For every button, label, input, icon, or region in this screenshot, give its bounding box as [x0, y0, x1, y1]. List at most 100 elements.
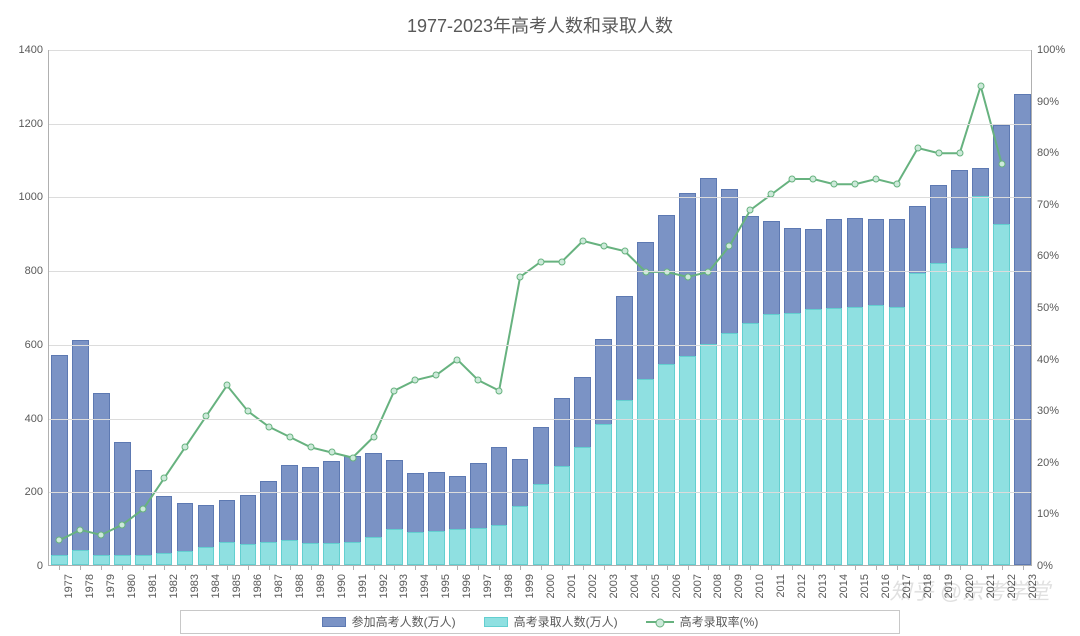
x-tick	[646, 565, 647, 570]
x-tick-label: 2017	[901, 574, 913, 598]
x-tick-label: 1983	[189, 574, 201, 598]
rate-marker	[349, 454, 356, 461]
x-tick-label: 2014	[838, 574, 850, 598]
x-tick-label: 1994	[419, 574, 431, 598]
gridline	[49, 197, 1031, 198]
x-tick-label: 1980	[126, 574, 138, 598]
x-tick-label: 1991	[357, 574, 369, 598]
x-tick-label: 2009	[733, 574, 745, 598]
y1-tick-label: 0	[3, 560, 43, 572]
x-tick	[813, 565, 814, 570]
x-tick-label: 2005	[650, 574, 662, 598]
x-tick	[143, 565, 144, 570]
rate-marker	[998, 160, 1005, 167]
rate-marker	[370, 434, 377, 441]
y1-tick-label: 1200	[3, 118, 43, 130]
x-tick-label: 1992	[378, 574, 390, 598]
x-tick-label: 2021	[985, 574, 997, 598]
legend-swatch-admitted	[484, 617, 508, 627]
y1-tick-label: 1400	[3, 44, 43, 56]
x-tick-label: 1979	[105, 574, 117, 598]
x-tick-label: 1990	[336, 574, 348, 598]
rate-marker	[810, 176, 817, 183]
legend-item-rate: 高考录取率(%)	[646, 613, 759, 630]
x-tick-label: 1985	[231, 574, 243, 598]
gridline	[49, 271, 1031, 272]
x-tick	[436, 565, 437, 570]
rate-marker	[286, 434, 293, 441]
rate-marker	[726, 243, 733, 250]
x-tick	[164, 565, 165, 570]
x-tick	[101, 565, 102, 570]
rate-marker	[517, 274, 524, 281]
x-tick-label: 1996	[461, 574, 473, 598]
rate-marker	[496, 387, 503, 394]
x-tick	[876, 565, 877, 570]
x-tick-label: 2010	[754, 574, 766, 598]
x-tick	[499, 565, 500, 570]
chart-title: 1977-2023年高考人数和录取人数	[0, 12, 1080, 38]
rate-marker	[956, 150, 963, 157]
gridline	[49, 345, 1031, 346]
x-tick-label: 1986	[252, 574, 264, 598]
y1-tick-label: 400	[3, 413, 43, 425]
rate-marker	[893, 181, 900, 188]
x-tick-label: 1999	[524, 574, 536, 598]
rate-marker	[140, 506, 147, 513]
rate-marker	[433, 372, 440, 379]
x-tick	[708, 565, 709, 570]
rate-marker	[558, 258, 565, 265]
x-tick-label: 1993	[398, 574, 410, 598]
rate-marker	[621, 248, 628, 255]
y2-tick-label: 90%	[1037, 96, 1077, 108]
rate-marker	[391, 387, 398, 394]
x-tick-label: 2002	[587, 574, 599, 598]
y2-tick-label: 0%	[1037, 560, 1077, 572]
x-tick-label: 2008	[712, 574, 724, 598]
rate-marker	[538, 258, 545, 265]
x-tick-label: 2007	[692, 574, 704, 598]
x-tick	[59, 565, 60, 570]
x-tick-label: 1977	[63, 574, 75, 598]
legend-item-applicants: 参加高考人数(万人)	[322, 613, 456, 630]
y2-tick-label: 80%	[1037, 147, 1077, 159]
x-tick	[541, 565, 542, 570]
x-tick-label: 2006	[671, 574, 683, 598]
x-tick	[939, 565, 940, 570]
rate-marker	[77, 526, 84, 533]
x-tick	[185, 565, 186, 570]
x-tick	[394, 565, 395, 570]
x-tick	[415, 565, 416, 570]
x-tick	[729, 565, 730, 570]
x-tick-label: 2003	[608, 574, 620, 598]
x-tick	[960, 565, 961, 570]
x-tick	[604, 565, 605, 570]
x-tick-label: 1995	[440, 574, 452, 598]
x-tick	[667, 565, 668, 570]
x-tick	[353, 565, 354, 570]
x-tick-label: 2018	[922, 574, 934, 598]
y2-tick-label: 70%	[1037, 199, 1077, 211]
x-tick	[855, 565, 856, 570]
rate-marker	[307, 444, 314, 451]
x-tick	[771, 565, 772, 570]
x-tick-label: 2004	[629, 574, 641, 598]
x-tick-label: 1998	[503, 574, 515, 598]
x-tick	[1023, 565, 1024, 570]
rate-marker	[684, 274, 691, 281]
rate-marker	[579, 237, 586, 244]
rate-marker	[747, 206, 754, 213]
y1-tick-label: 800	[3, 265, 43, 277]
rate-marker	[872, 176, 879, 183]
x-tick	[227, 565, 228, 570]
legend-item-admitted: 高考录取人数(万人)	[484, 613, 618, 630]
legend-label-admitted: 高考录取人数(万人)	[514, 613, 618, 630]
x-tick	[248, 565, 249, 570]
rate-marker	[328, 449, 335, 456]
x-tick-label: 1982	[168, 574, 180, 598]
rate-marker	[119, 521, 126, 528]
rate-marker	[161, 475, 168, 482]
rate-marker	[223, 382, 230, 389]
y2-tick-label: 100%	[1037, 44, 1077, 56]
x-tick	[269, 565, 270, 570]
